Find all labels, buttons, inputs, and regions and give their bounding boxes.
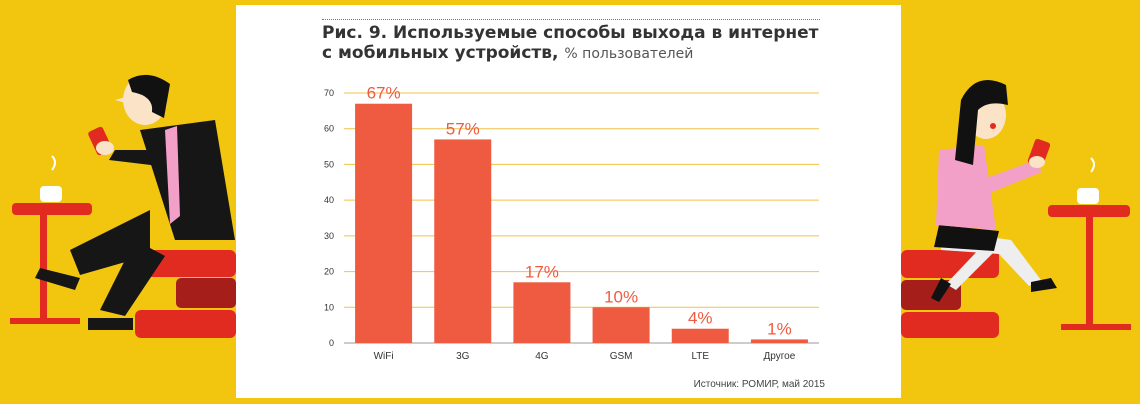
bar-gsm xyxy=(592,307,650,343)
right-illustration xyxy=(901,80,1131,338)
y-tick-label: 20 xyxy=(324,267,334,277)
title-line-2-text: с мобильных устройств, xyxy=(322,43,559,63)
left-illustration xyxy=(10,74,236,338)
x-category-label: GSM xyxy=(610,351,633,362)
bar-3g xyxy=(434,139,492,343)
chart-title: Рис. 9. Используемые способы выхода в ин… xyxy=(322,23,842,64)
y-tick-label: 40 xyxy=(324,195,334,205)
y-tick-label: 0 xyxy=(329,338,334,348)
y-tick-label: 70 xyxy=(324,88,334,98)
y-tick-label: 50 xyxy=(324,159,334,169)
bar-chart: 0 10 20 30 40 50 60 70 67% WiFi 57% 3G 17% 4G 10% GSM 4%… xyxy=(324,84,819,362)
bar-value-label: 10% xyxy=(604,287,638,306)
chart-panel: Рис. 9. Используемые способы выхода в ин… xyxy=(236,5,901,398)
y-tick-label: 30 xyxy=(324,231,334,241)
bar-4g xyxy=(513,282,571,343)
bar-wifi xyxy=(355,103,413,343)
bar-value-label: 17% xyxy=(525,262,559,281)
x-category-label: 3G xyxy=(456,351,470,362)
title-line-1: Рис. 9. Используемые способы выхода в ин… xyxy=(322,23,819,43)
bars-layer xyxy=(355,103,808,343)
title-divider xyxy=(322,19,820,20)
bar-другое xyxy=(750,339,808,343)
y-tick-label: 60 xyxy=(324,124,334,134)
title-units: % пользователей xyxy=(564,46,694,62)
labels-layer: 0 10 20 30 40 50 60 70 67% WiFi 57% 3G 17% 4G 10% GSM 4%… xyxy=(324,84,796,362)
bar-lte xyxy=(671,328,729,343)
y-tick-label: 10 xyxy=(324,302,334,312)
x-category-label: LTE xyxy=(691,351,709,362)
bar-value-label: 67% xyxy=(367,84,401,103)
bar-value-label: 57% xyxy=(446,119,480,138)
x-category-label: 4G xyxy=(535,351,549,362)
bar-value-label: 1% xyxy=(767,319,792,338)
source-note: Источник: РОМИР, май 2015 xyxy=(693,379,825,390)
x-category-label: WiFi xyxy=(374,351,394,362)
bar-value-label: 4% xyxy=(688,309,713,328)
x-category-label: Другое xyxy=(764,351,796,362)
title-line-2: с мобильных устройств, % пользователей xyxy=(322,43,842,64)
grid-layer xyxy=(344,92,819,344)
